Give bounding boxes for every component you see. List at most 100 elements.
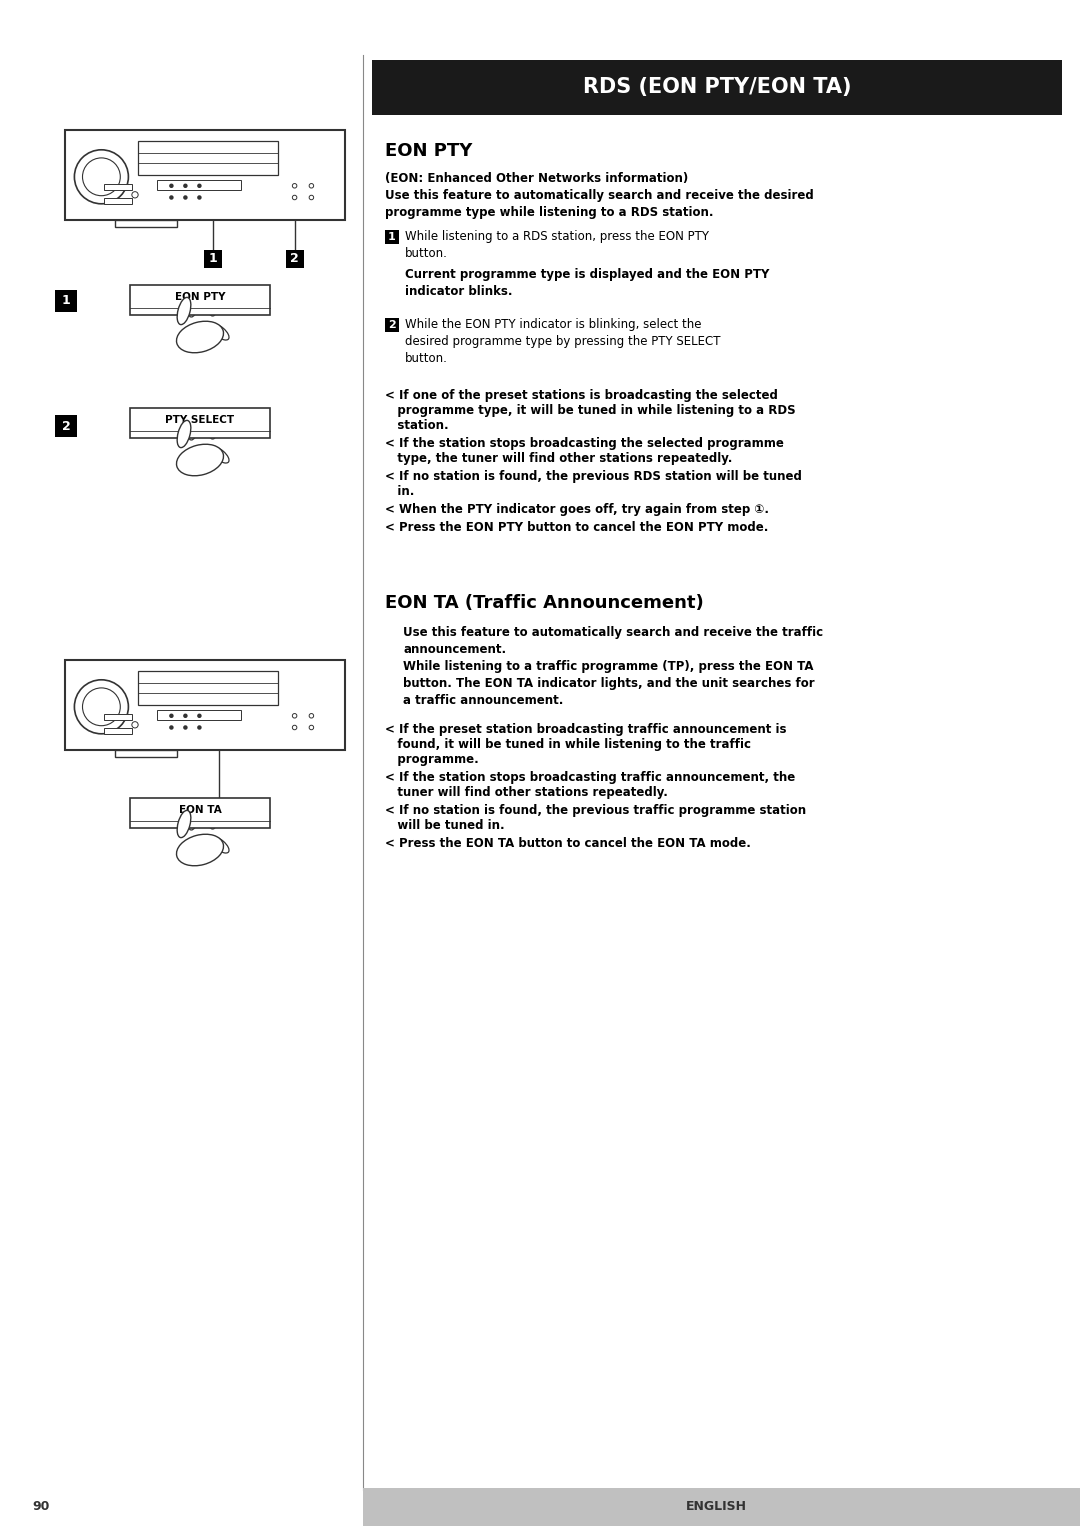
Ellipse shape: [211, 324, 229, 340]
Circle shape: [198, 195, 202, 200]
Text: programme type while listening to a RDS station.: programme type while listening to a RDS …: [384, 206, 714, 220]
Circle shape: [184, 183, 188, 188]
Circle shape: [293, 714, 297, 719]
Bar: [138, 671, 278, 705]
Text: 1: 1: [210, 252, 218, 266]
Bar: [116, 220, 177, 227]
Text: desired programme type by pressing the PTY SELECT: desired programme type by pressing the P…: [405, 336, 720, 348]
Bar: [384, 317, 399, 333]
Bar: [55, 290, 77, 311]
Text: < If no station is found, the previous RDS station will be tuned: < If no station is found, the previous R…: [384, 470, 801, 484]
Ellipse shape: [187, 420, 197, 439]
Circle shape: [198, 714, 202, 719]
Circle shape: [184, 195, 188, 200]
Text: station.: station.: [384, 420, 448, 432]
Text: ENGLISH: ENGLISH: [686, 1500, 746, 1514]
Circle shape: [309, 714, 313, 719]
Ellipse shape: [187, 810, 197, 830]
Bar: [104, 728, 132, 734]
Circle shape: [170, 714, 174, 719]
Circle shape: [170, 195, 174, 200]
Bar: [204, 250, 222, 269]
Ellipse shape: [211, 836, 229, 853]
Text: < If the station stops broadcasting the selected programme: < If the station stops broadcasting the …: [384, 436, 784, 450]
Text: < When the PTY indicator goes off, try again from step ①.: < When the PTY indicator goes off, try a…: [384, 504, 769, 516]
Text: Use this feature to automatically search and receive the traffic: Use this feature to automatically search…: [403, 626, 823, 639]
Text: programme type, it will be tuned in while listening to a RDS: programme type, it will be tuned in whil…: [384, 404, 796, 417]
Ellipse shape: [197, 807, 207, 827]
Text: While the EON PTY indicator is blinking, select the: While the EON PTY indicator is blinking,…: [405, 317, 702, 331]
Text: tuner will find other stations repeatedly.: tuner will find other stations repeatedl…: [384, 786, 667, 800]
Text: EON TA: EON TA: [178, 806, 221, 815]
Bar: [130, 407, 270, 438]
Bar: [158, 710, 242, 720]
Text: < If no station is found, the previous traffic programme station: < If no station is found, the previous t…: [384, 804, 806, 816]
Ellipse shape: [197, 295, 207, 314]
Circle shape: [198, 183, 202, 188]
Ellipse shape: [187, 298, 197, 317]
Ellipse shape: [211, 447, 229, 462]
Text: found, it will be tuned in while listening to the traffic: found, it will be tuned in while listeni…: [384, 739, 751, 751]
Text: 90: 90: [32, 1500, 50, 1514]
Text: < If one of the preset stations is broadcasting the selected: < If one of the preset stations is broad…: [384, 389, 778, 401]
Text: < If the station stops broadcasting traffic announcement, the: < If the station stops broadcasting traf…: [384, 771, 795, 784]
Circle shape: [309, 725, 313, 729]
Bar: [138, 140, 278, 175]
Ellipse shape: [207, 296, 217, 316]
Bar: [104, 197, 132, 204]
Text: a traffic announcement.: a traffic announcement.: [403, 694, 564, 707]
Text: announcement.: announcement.: [403, 642, 507, 656]
Circle shape: [170, 725, 174, 729]
Text: < Press the EON TA button to cancel the EON TA mode.: < Press the EON TA button to cancel the …: [384, 836, 751, 850]
Ellipse shape: [176, 322, 224, 353]
Text: type, the tuner will find other stations repeatedly.: type, the tuner will find other stations…: [384, 452, 732, 465]
Ellipse shape: [177, 810, 191, 838]
Circle shape: [309, 195, 313, 200]
Text: 1: 1: [388, 232, 396, 243]
Circle shape: [170, 183, 174, 188]
Text: 1: 1: [62, 295, 70, 308]
Text: button.: button.: [405, 247, 448, 259]
Ellipse shape: [176, 835, 224, 865]
Circle shape: [198, 725, 202, 729]
Circle shape: [184, 725, 188, 729]
Text: < If the preset station broadcasting traffic announcement is: < If the preset station broadcasting tra…: [384, 723, 786, 736]
Bar: [104, 714, 132, 720]
Bar: [158, 180, 242, 191]
Text: Use this feature to automatically search and receive the desired: Use this feature to automatically search…: [384, 189, 813, 201]
Bar: [130, 798, 270, 829]
Circle shape: [293, 725, 297, 729]
Text: (EON: Enhanced Other Networks information): (EON: Enhanced Other Networks informatio…: [384, 172, 688, 185]
Text: < Press the EON PTY button to cancel the EON PTY mode.: < Press the EON PTY button to cancel the…: [384, 520, 768, 534]
Text: EON PTY: EON PTY: [175, 291, 226, 302]
Text: Current programme type is displayed and the EON PTY: Current programme type is displayed and …: [405, 269, 769, 281]
Bar: [363, 1488, 1080, 1526]
Text: EON PTY: EON PTY: [384, 142, 472, 160]
Circle shape: [309, 183, 313, 188]
Text: While listening to a RDS station, press the EON PTY: While listening to a RDS station, press …: [405, 230, 708, 243]
Text: RDS (EON PTY/EON TA): RDS (EON PTY/EON TA): [583, 76, 851, 98]
Bar: [384, 230, 399, 244]
Circle shape: [293, 183, 297, 188]
Text: button. The EON TA indicator lights, and the unit searches for: button. The EON TA indicator lights, and…: [403, 678, 814, 690]
Bar: [65, 130, 345, 220]
Circle shape: [184, 714, 188, 719]
Text: in.: in.: [384, 485, 415, 497]
Ellipse shape: [197, 417, 207, 436]
Text: EON TA (Traffic Announcement): EON TA (Traffic Announcement): [384, 594, 704, 612]
Text: PTY SELECT: PTY SELECT: [165, 415, 234, 426]
Text: 2: 2: [62, 420, 70, 432]
Text: will be tuned in.: will be tuned in.: [384, 819, 504, 832]
Bar: [130, 285, 270, 314]
Bar: [55, 415, 77, 436]
Text: button.: button.: [405, 353, 448, 365]
Ellipse shape: [207, 420, 217, 439]
Text: 2: 2: [291, 252, 299, 266]
Ellipse shape: [177, 420, 191, 447]
Ellipse shape: [177, 298, 191, 325]
Bar: [372, 60, 1062, 114]
Bar: [116, 749, 177, 757]
Bar: [104, 185, 132, 191]
Text: indicator blinks.: indicator blinks.: [405, 285, 513, 298]
Ellipse shape: [176, 444, 224, 476]
